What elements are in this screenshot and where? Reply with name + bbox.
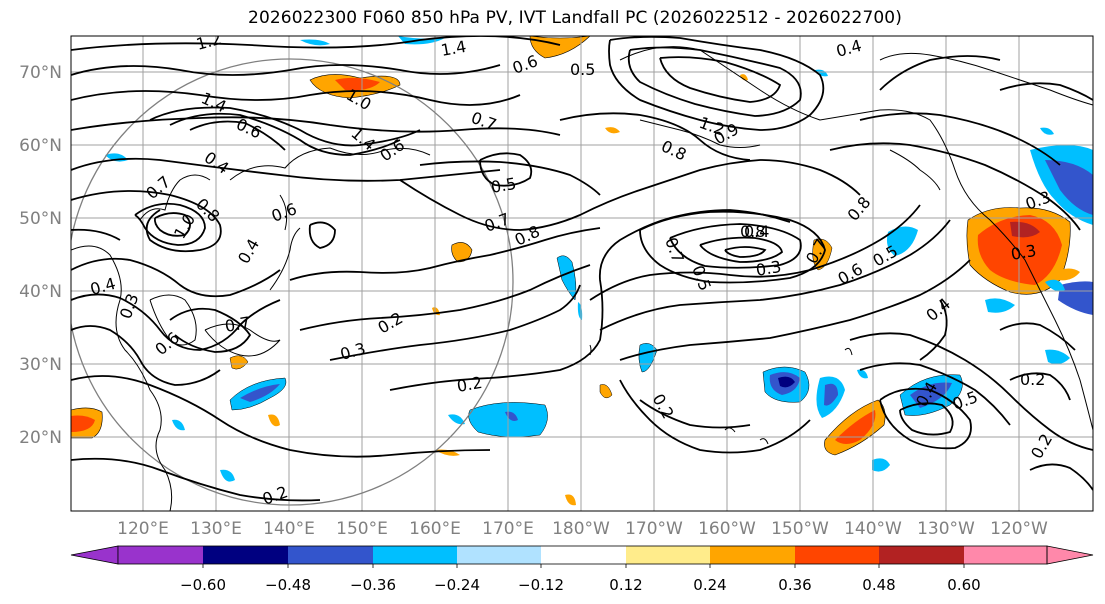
contour-label: 0.6 bbox=[376, 135, 408, 165]
lat-label: 40°N bbox=[19, 282, 62, 302]
contour-label: 0.5 bbox=[570, 60, 595, 79]
colorbar-tick-label: 0.48 bbox=[862, 576, 895, 594]
contour-label: 0.6 bbox=[151, 328, 183, 359]
colorbar-tick-label: −0.60 bbox=[180, 576, 226, 594]
lon-label: 130°E bbox=[190, 519, 242, 539]
contour-label: 0.8 bbox=[844, 193, 875, 225]
contour-label: 0.7 bbox=[661, 235, 688, 265]
contour-label: 0.4 bbox=[201, 148, 233, 178]
colorbar-tick-label: 0.36 bbox=[778, 576, 811, 594]
contour-label: 0.4 bbox=[234, 235, 263, 267]
lon-label: 120°E bbox=[117, 519, 169, 539]
colorbar-bin bbox=[879, 546, 964, 564]
colorbar-bin bbox=[288, 546, 373, 564]
colorbar-bin bbox=[373, 546, 457, 564]
range-ring bbox=[71, 58, 514, 506]
lon-label: 140°E bbox=[263, 519, 315, 539]
contour-label: 0.2 bbox=[1027, 430, 1056, 462]
contour-label: 0.6 bbox=[510, 51, 540, 78]
lon-label: 120°W bbox=[990, 519, 1048, 539]
lon-label: 130°W bbox=[917, 519, 975, 539]
contour-label: 1.2 bbox=[194, 29, 224, 54]
contour-label: 1.0 bbox=[170, 210, 199, 242]
contour-label: 0.4 bbox=[922, 294, 954, 325]
lat-labels: 70°N 60°N 50°N 40°N 30°N 20°N bbox=[19, 63, 62, 448]
colorbar-bin bbox=[203, 546, 288, 564]
contour-label: 0.2 bbox=[375, 308, 407, 337]
contour-label: 0.2 bbox=[649, 391, 678, 423]
lon-label: 160°W bbox=[698, 519, 756, 539]
lon-labels: 120°E 130°E 140°E 150°E 160°E 170°E 180°… bbox=[117, 519, 1048, 539]
contour-label: 0.2 bbox=[455, 373, 483, 396]
colorbar-tick-label: 0.12 bbox=[609, 576, 642, 594]
contour-label: 0.4 bbox=[744, 222, 769, 241]
ivt-shading bbox=[71, 36, 1093, 506]
contour-label: 0.6 bbox=[269, 199, 299, 226]
map-title: 2026022300 F060 850 hPa PV, IVT Landfall… bbox=[248, 8, 902, 28]
map-area: 1.2 1.4 0.6 0.5 1.0 0.4 1.4 0.6 0.7 1.2 … bbox=[71, 29, 1093, 511]
contour-label: 0.3 bbox=[1009, 241, 1037, 264]
map-frame bbox=[70, 35, 1094, 512]
contour-label: 0.4 bbox=[834, 36, 864, 61]
contour-label: 0.2 bbox=[1020, 370, 1045, 389]
colorbar-bin bbox=[710, 546, 795, 564]
colorbar-tick-label: 0.24 bbox=[693, 576, 726, 594]
lat-label: 60°N bbox=[19, 136, 62, 156]
contour-label: 0.6 bbox=[835, 259, 867, 288]
contour-label: 0.8 bbox=[512, 222, 543, 250]
contour-label: 0.7 bbox=[223, 313, 251, 336]
colorbar-bin bbox=[457, 546, 541, 564]
lat-label: 50°N bbox=[19, 209, 62, 229]
lat-label: 20°N bbox=[19, 428, 62, 448]
colorbar-tick-label: −0.48 bbox=[265, 576, 311, 594]
contour-label: 0.3 bbox=[338, 339, 368, 364]
pv-contours bbox=[71, 36, 1093, 502]
colorbar-bin bbox=[795, 546, 879, 564]
colorbar-bin bbox=[626, 546, 710, 564]
contour-label: 0.4 bbox=[88, 274, 118, 299]
colorbar-tick-label: 0.60 bbox=[947, 576, 980, 594]
contour-label: 0.3 bbox=[754, 257, 782, 280]
lon-label: 170°W bbox=[625, 519, 683, 539]
contour-label: 0.8 bbox=[740, 222, 765, 241]
lat-label: 70°N bbox=[19, 63, 62, 83]
colorbar-bin bbox=[964, 546, 1047, 564]
contour-label: 0.7 bbox=[469, 108, 499, 135]
contour-label: 1.4 bbox=[439, 37, 467, 60]
colorbar: −0.60 −0.48 −0.36 −0.24 −0.12 0.12 0.24 … bbox=[70, 545, 1094, 594]
lat-label: 30°N bbox=[19, 355, 62, 375]
contour-label: 0.8 bbox=[658, 136, 689, 164]
lon-label: 150°W bbox=[771, 519, 829, 539]
colorbar-tick-label: −0.12 bbox=[518, 576, 564, 594]
colorbar-extend-high bbox=[1046, 545, 1094, 565]
colorbar-tick-label: −0.24 bbox=[434, 576, 480, 594]
lon-label: 140°W bbox=[844, 519, 902, 539]
colorbar-bin bbox=[118, 546, 203, 564]
contour-label: 0.3 bbox=[116, 291, 143, 321]
lon-label: 150°E bbox=[336, 519, 388, 539]
contour-label: 1.4 bbox=[198, 88, 229, 116]
colorbar-tick-label: −0.36 bbox=[350, 576, 396, 594]
lon-label: 160°E bbox=[409, 519, 461, 539]
lon-label: 180°W bbox=[552, 519, 610, 539]
contour-label: 0.7 bbox=[142, 172, 174, 203]
colorbar-extend-low bbox=[70, 545, 119, 565]
lon-label: 170°E bbox=[482, 519, 534, 539]
contour-label: 0.5 bbox=[489, 174, 517, 197]
colorbar-bin bbox=[541, 546, 626, 564]
